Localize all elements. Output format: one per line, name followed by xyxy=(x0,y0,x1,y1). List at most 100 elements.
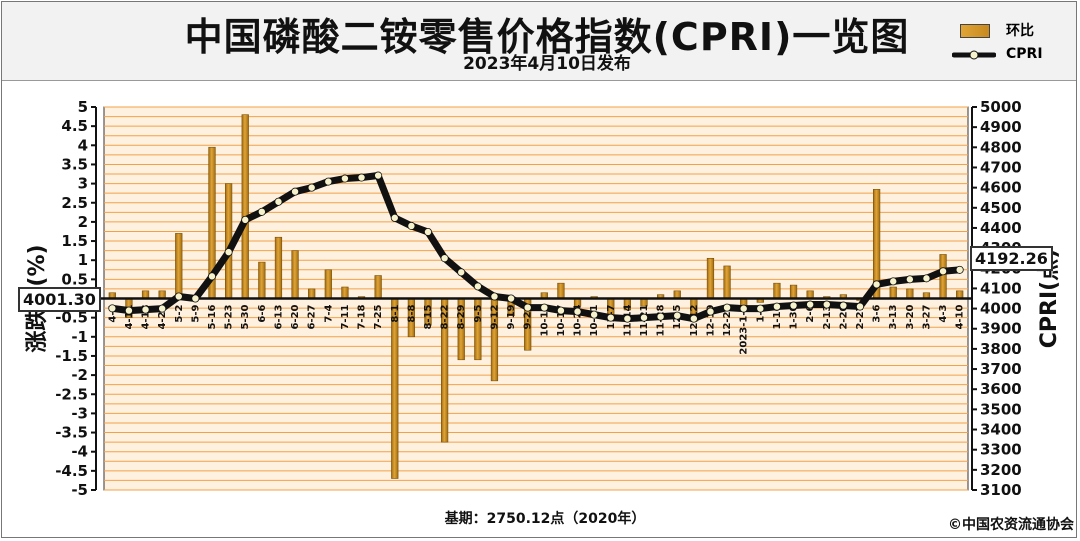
end-value-callout: 4192.26 xyxy=(970,246,1053,271)
cpri-point-10-24 xyxy=(573,307,582,316)
cpri-point-12-5 xyxy=(673,311,682,320)
category-label: 6-27 xyxy=(307,304,318,329)
bar-6-27 xyxy=(308,288,316,299)
legend-bar-label: 环比 xyxy=(1006,23,1034,39)
left-tick-label: -3 xyxy=(71,404,88,422)
category-label: 9-5 xyxy=(473,304,484,322)
cpri-point-2-27 xyxy=(856,302,865,311)
category-label: 9-26 xyxy=(523,304,534,329)
left-tick-label: 2 xyxy=(78,213,88,231)
cpri-point-11-14 xyxy=(623,314,632,323)
right-tick-label: 4000 xyxy=(980,300,1022,318)
cpri-point-2-20 xyxy=(839,301,848,310)
category-label: 1-30 xyxy=(789,304,800,329)
legend-line-swatch xyxy=(952,50,996,60)
cpri-point-5-23 xyxy=(224,248,233,257)
legend-bar-swatch xyxy=(960,24,990,38)
category-label: 4-3 xyxy=(938,304,949,322)
right-tick-label: 3700 xyxy=(980,360,1022,378)
category-label: 12-19 xyxy=(705,304,716,336)
category-label: 5-9 xyxy=(190,304,201,322)
cpri-point-12-12 xyxy=(689,314,698,323)
cpri-point-3-6 xyxy=(872,280,881,289)
category-label: 6-13 xyxy=(273,304,284,329)
cpri-line xyxy=(108,172,964,323)
category-label: 10-17 xyxy=(556,304,567,336)
category-label: 8-22 xyxy=(440,304,451,329)
bar-6-20 xyxy=(291,250,299,299)
right-tick-label: 3100 xyxy=(980,481,1022,499)
category-label: 7-4 xyxy=(323,304,334,322)
chart-subtitle: 2023年4月10日发布 xyxy=(463,54,631,74)
bar-3-20 xyxy=(906,288,914,299)
right-tick-label: 3600 xyxy=(980,380,1022,398)
category-label: 2023-1-2 xyxy=(739,304,750,354)
right-tick-label: 4500 xyxy=(980,199,1022,217)
cpri-point-4-3 xyxy=(939,267,948,276)
category-label: 2-13 xyxy=(822,304,833,329)
left-tick-label: -3.5 xyxy=(55,424,88,442)
cpri-point-3-13 xyxy=(889,277,898,286)
cpri-point-8-1 xyxy=(390,213,399,222)
left-tick-label: 0.5 xyxy=(61,270,88,288)
bar-7-25 xyxy=(374,275,382,299)
category-label: 10-10 xyxy=(539,304,550,336)
right-tick-label: 3500 xyxy=(980,400,1022,418)
bar-3-13 xyxy=(889,286,897,299)
bar-1-16 xyxy=(773,282,781,299)
left-tick-label: 3 xyxy=(78,175,88,193)
category-label: 1-9 xyxy=(755,304,766,322)
cpri-point-12-26 xyxy=(723,303,732,312)
left-tick-label: -2 xyxy=(71,366,88,384)
cpri-point-5-30 xyxy=(241,215,250,224)
cpri-point-4-4 xyxy=(108,304,117,313)
cpri-point-5-16 xyxy=(207,272,216,281)
cpri-point-4-11 xyxy=(124,306,133,315)
category-label: 3-13 xyxy=(888,304,899,329)
category-label: 7-25 xyxy=(373,304,384,329)
category-label: 2-6 xyxy=(805,304,816,322)
bar-7-11 xyxy=(341,286,349,299)
right-tick-label: 3900 xyxy=(980,320,1022,338)
right-tick-label: 4900 xyxy=(980,118,1022,136)
category-label: 8-1 xyxy=(390,304,401,322)
cpri-point-11-28 xyxy=(656,312,665,321)
right-tick-label: 3400 xyxy=(980,421,1022,439)
start-value-callout: 4001.30 xyxy=(18,287,101,312)
right-tick-label: 3800 xyxy=(980,340,1022,358)
cpri-point-4-18 xyxy=(141,305,150,314)
cpri-point-7-11 xyxy=(340,174,349,183)
cpri-point-8-8 xyxy=(407,221,416,230)
category-label: 3-27 xyxy=(921,304,932,329)
bar-1-30 xyxy=(789,284,798,299)
cpri-point-9-12 xyxy=(490,292,499,301)
title-band: 中国磷酸二铵零售价格指数(CPRI)一览图 2023年4月10日发布 环比 CP… xyxy=(2,2,1076,81)
left-tick-label: -2.5 xyxy=(55,385,88,403)
copyright-note: ©中国农资流通协会 xyxy=(948,517,1074,533)
cpri-point-10-10 xyxy=(540,303,549,312)
bar-12-26 xyxy=(723,265,731,299)
left-tick-label: 4 xyxy=(78,136,88,154)
left-tick-label: -4.5 xyxy=(55,462,88,480)
cpri-point-10-17 xyxy=(556,306,565,315)
right-tick-label: 5000 xyxy=(980,98,1022,116)
left-tick-label: -4 xyxy=(71,443,88,461)
bar-4-3 xyxy=(939,254,947,299)
left-tick-label: -1.5 xyxy=(55,347,88,365)
legend-line-label: CPRI xyxy=(1006,46,1043,62)
bar-8-1 xyxy=(391,298,399,479)
cpri-point-4-25 xyxy=(158,304,167,313)
cpri-point-6-13 xyxy=(274,197,283,206)
category-label: 5-16 xyxy=(207,304,218,329)
cpri-point-7-18 xyxy=(357,173,366,182)
cpri-point-9-19 xyxy=(507,294,516,303)
cpri-point-1-30 xyxy=(789,301,798,310)
bar-6-6 xyxy=(258,261,266,299)
cpri-point-11-21 xyxy=(640,313,649,322)
category-label: 10-31 xyxy=(589,304,600,336)
cpri-point-9-5 xyxy=(473,282,482,291)
left-tick-label: 1.5 xyxy=(61,232,88,250)
category-label: 1-16 xyxy=(772,304,783,329)
cpri-point-8-22 xyxy=(440,254,449,263)
cpri-point-10-31 xyxy=(590,310,599,319)
